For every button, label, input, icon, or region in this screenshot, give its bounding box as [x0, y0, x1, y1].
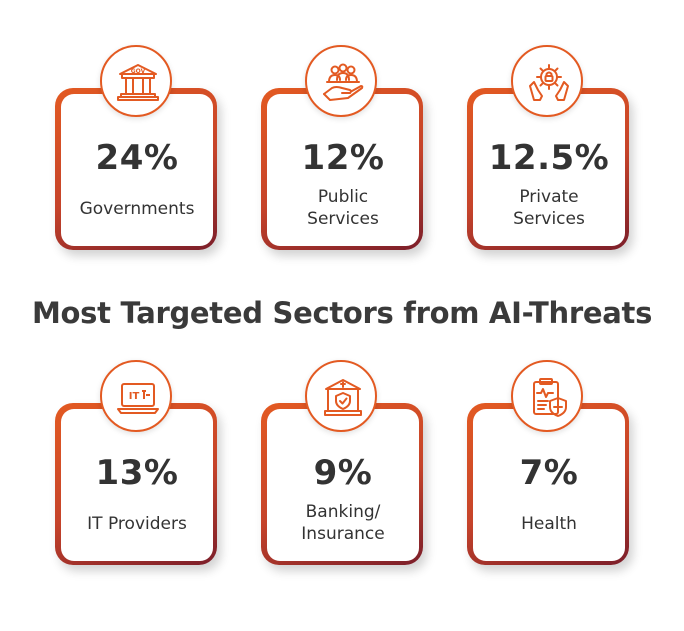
stat-value: 24% [95, 138, 179, 178]
card-private-services-inner: 12.5% Private Services [473, 94, 625, 246]
stat-value: 12% [301, 138, 385, 178]
card-public-services: 12% Public Services [261, 88, 423, 250]
card-health-inner: 7% Health [473, 409, 625, 561]
card-public-services-inner: 12% Public Services [267, 94, 419, 246]
it-text: IT [129, 391, 140, 402]
stat-label: Health [521, 514, 577, 534]
card-it-providers-inner: 13% IT Providers [61, 409, 213, 561]
health-clipboard-icon [511, 360, 583, 432]
stat-value: 12.5% [488, 138, 610, 178]
stat-value: 13% [95, 453, 179, 493]
it-laptop-icon: IT [100, 360, 172, 432]
stat-value: 9% [313, 453, 373, 493]
stat-value: 7% [519, 453, 579, 493]
stat-label: Public Services [307, 187, 379, 229]
stat-label: Banking/ Insurance [301, 502, 385, 544]
bank-shield-icon [305, 360, 377, 432]
card-private-services: 12.5% Private Services [467, 88, 629, 250]
private-services-gear-icon [511, 45, 583, 117]
card-governments-inner: 24% Governments [61, 94, 213, 246]
government-building-icon: GOV [100, 45, 172, 117]
public-services-hand-icon [305, 45, 377, 117]
card-banking-insurance-inner: 9% Banking/ Insurance [267, 409, 419, 561]
stat-label: Private Services [513, 187, 585, 229]
gov-text: GOV [131, 68, 146, 75]
stat-label: Governments [79, 199, 195, 219]
stat-label: IT Providers [87, 514, 187, 534]
chart-title: Most Targeted Sectors from AI-Threats [31, 296, 653, 330]
